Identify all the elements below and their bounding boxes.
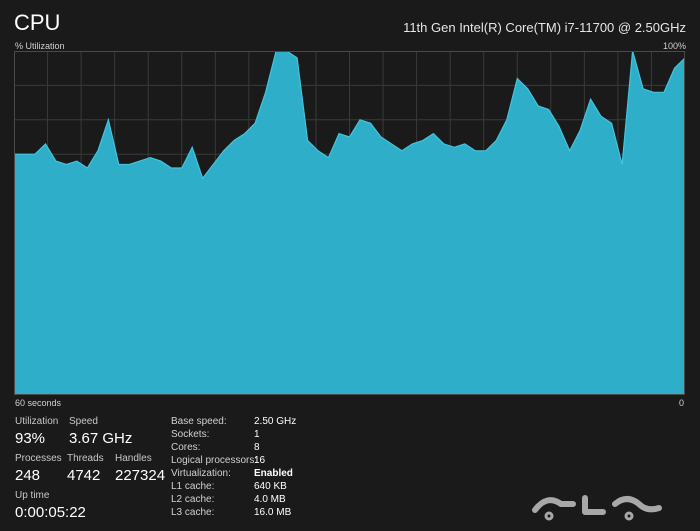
utilization-label: Utilization — [15, 416, 59, 427]
logical-processors-value: 16 — [254, 455, 266, 466]
cpu-graph-svg — [14, 51, 685, 395]
virtualization-value: Enabled — [254, 468, 293, 479]
speed-label: Speed — [69, 416, 98, 427]
virtualization-label: Virtualization: — [171, 468, 231, 479]
speed-value: 3.67 GHz — [69, 430, 133, 447]
l3-cache-value: 16.0 MB — [254, 507, 292, 518]
cores-label: Cores: — [171, 442, 201, 453]
haraj-watermark-logo — [532, 495, 662, 521]
l2-cache-value: 4.0 MB — [254, 494, 286, 505]
utilization-axis-label: % Utilization — [15, 41, 65, 51]
max-percent-label: 100% — [662, 41, 686, 51]
logical-processors-label: Logical processors: — [171, 455, 258, 466]
l2-cache-label: L2 cache: — [171, 494, 215, 505]
cores-value: 8 — [254, 442, 260, 453]
utilization-area — [14, 51, 685, 395]
utilization-value: 93% — [15, 430, 46, 447]
threads-label: Threads — [67, 453, 104, 464]
l3-cache-label: L3 cache: — [171, 507, 215, 518]
time-window-label: 60 seconds — [15, 398, 62, 408]
cpu-model-name: 11th Gen Intel(R) Core(TM) i7-11700 @ 2.… — [403, 20, 686, 35]
threads-value: 4742 — [67, 467, 101, 484]
uptime-label: Up time — [15, 490, 50, 501]
utilization-line — [14, 51, 685, 180]
time-end-label: 0 — [678, 398, 684, 408]
base-speed-label: Base speed: — [171, 416, 227, 427]
page-title: CPU — [14, 10, 61, 35]
cpu-utilization-graph — [14, 51, 685, 395]
handles-value: 227324 — [115, 467, 166, 484]
sockets-value: 1 — [254, 429, 260, 440]
base-speed-value: 2.50 GHz — [254, 416, 297, 427]
graph-border — [14, 51, 685, 395]
l1-cache-label: L1 cache: — [171, 481, 215, 492]
l1-cache-value: 640 KB — [254, 481, 287, 492]
processes-value: 248 — [15, 467, 41, 484]
uptime-value: 0:00:05:22 — [15, 504, 86, 521]
handles-label: Handles — [115, 453, 152, 464]
processes-label: Processes — [15, 453, 62, 464]
sockets-label: Sockets: — [171, 429, 210, 440]
